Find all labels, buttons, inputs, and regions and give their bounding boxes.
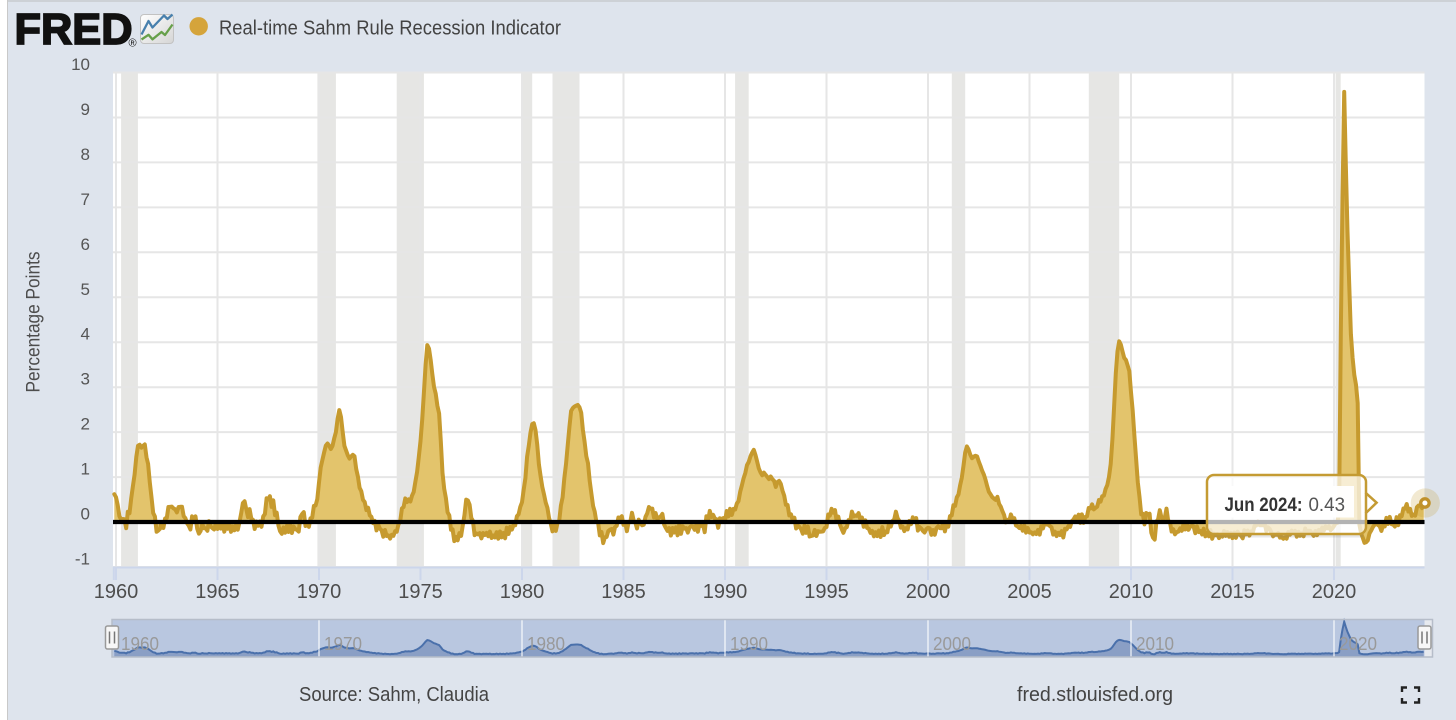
- svg-text:7: 7: [81, 190, 90, 209]
- svg-text:1980: 1980: [500, 581, 545, 603]
- svg-text:2010: 2010: [1109, 581, 1154, 603]
- svg-text:Percentage Points: Percentage Points: [24, 252, 45, 393]
- svg-text:8: 8: [81, 145, 90, 164]
- svg-text:1985: 1985: [601, 581, 646, 603]
- svg-text:9: 9: [81, 100, 90, 119]
- svg-text:1990: 1990: [730, 634, 768, 654]
- svg-text:2020: 2020: [1312, 581, 1357, 603]
- svg-text:2: 2: [81, 415, 90, 434]
- svg-text:1995: 1995: [804, 581, 849, 603]
- svg-text:Real-time Sahm Rule Recession: Real-time Sahm Rule Recession Indicator: [219, 18, 561, 40]
- svg-text:1: 1: [81, 460, 90, 479]
- svg-text:fred.stlouisfed.org: fred.stlouisfed.org: [1017, 684, 1173, 706]
- svg-text:2015: 2015: [1210, 581, 1255, 603]
- svg-text:1990: 1990: [703, 581, 748, 603]
- svg-text:2010: 2010: [1136, 634, 1174, 654]
- svg-text:2005: 2005: [1007, 581, 1052, 603]
- svg-text:10: 10: [71, 55, 90, 74]
- svg-text:1970: 1970: [297, 581, 342, 603]
- svg-text:5: 5: [81, 280, 90, 299]
- svg-text:1965: 1965: [195, 581, 240, 603]
- svg-text:4: 4: [81, 325, 90, 344]
- svg-text:1960: 1960: [121, 634, 159, 654]
- svg-text:2000: 2000: [933, 634, 971, 654]
- svg-text:0: 0: [81, 505, 90, 524]
- svg-text:FRED: FRED: [15, 5, 133, 54]
- svg-text:1975: 1975: [398, 581, 443, 603]
- svg-text:2020: 2020: [1339, 634, 1377, 654]
- svg-text:6: 6: [81, 235, 90, 254]
- svg-text:1970: 1970: [324, 634, 362, 654]
- svg-text:Source: Sahm, Claudia: Source: Sahm, Claudia: [299, 684, 490, 706]
- svg-text:2000: 2000: [906, 581, 951, 603]
- svg-text:3: 3: [81, 370, 90, 389]
- svg-text:1960: 1960: [94, 581, 139, 603]
- svg-text:0.43: 0.43: [1309, 494, 1346, 516]
- svg-text:-1: -1: [75, 550, 90, 569]
- svg-text:®: ®: [129, 38, 137, 50]
- svg-text:1980: 1980: [527, 634, 565, 654]
- svg-text:Jun 2024:: Jun 2024:: [1225, 494, 1303, 516]
